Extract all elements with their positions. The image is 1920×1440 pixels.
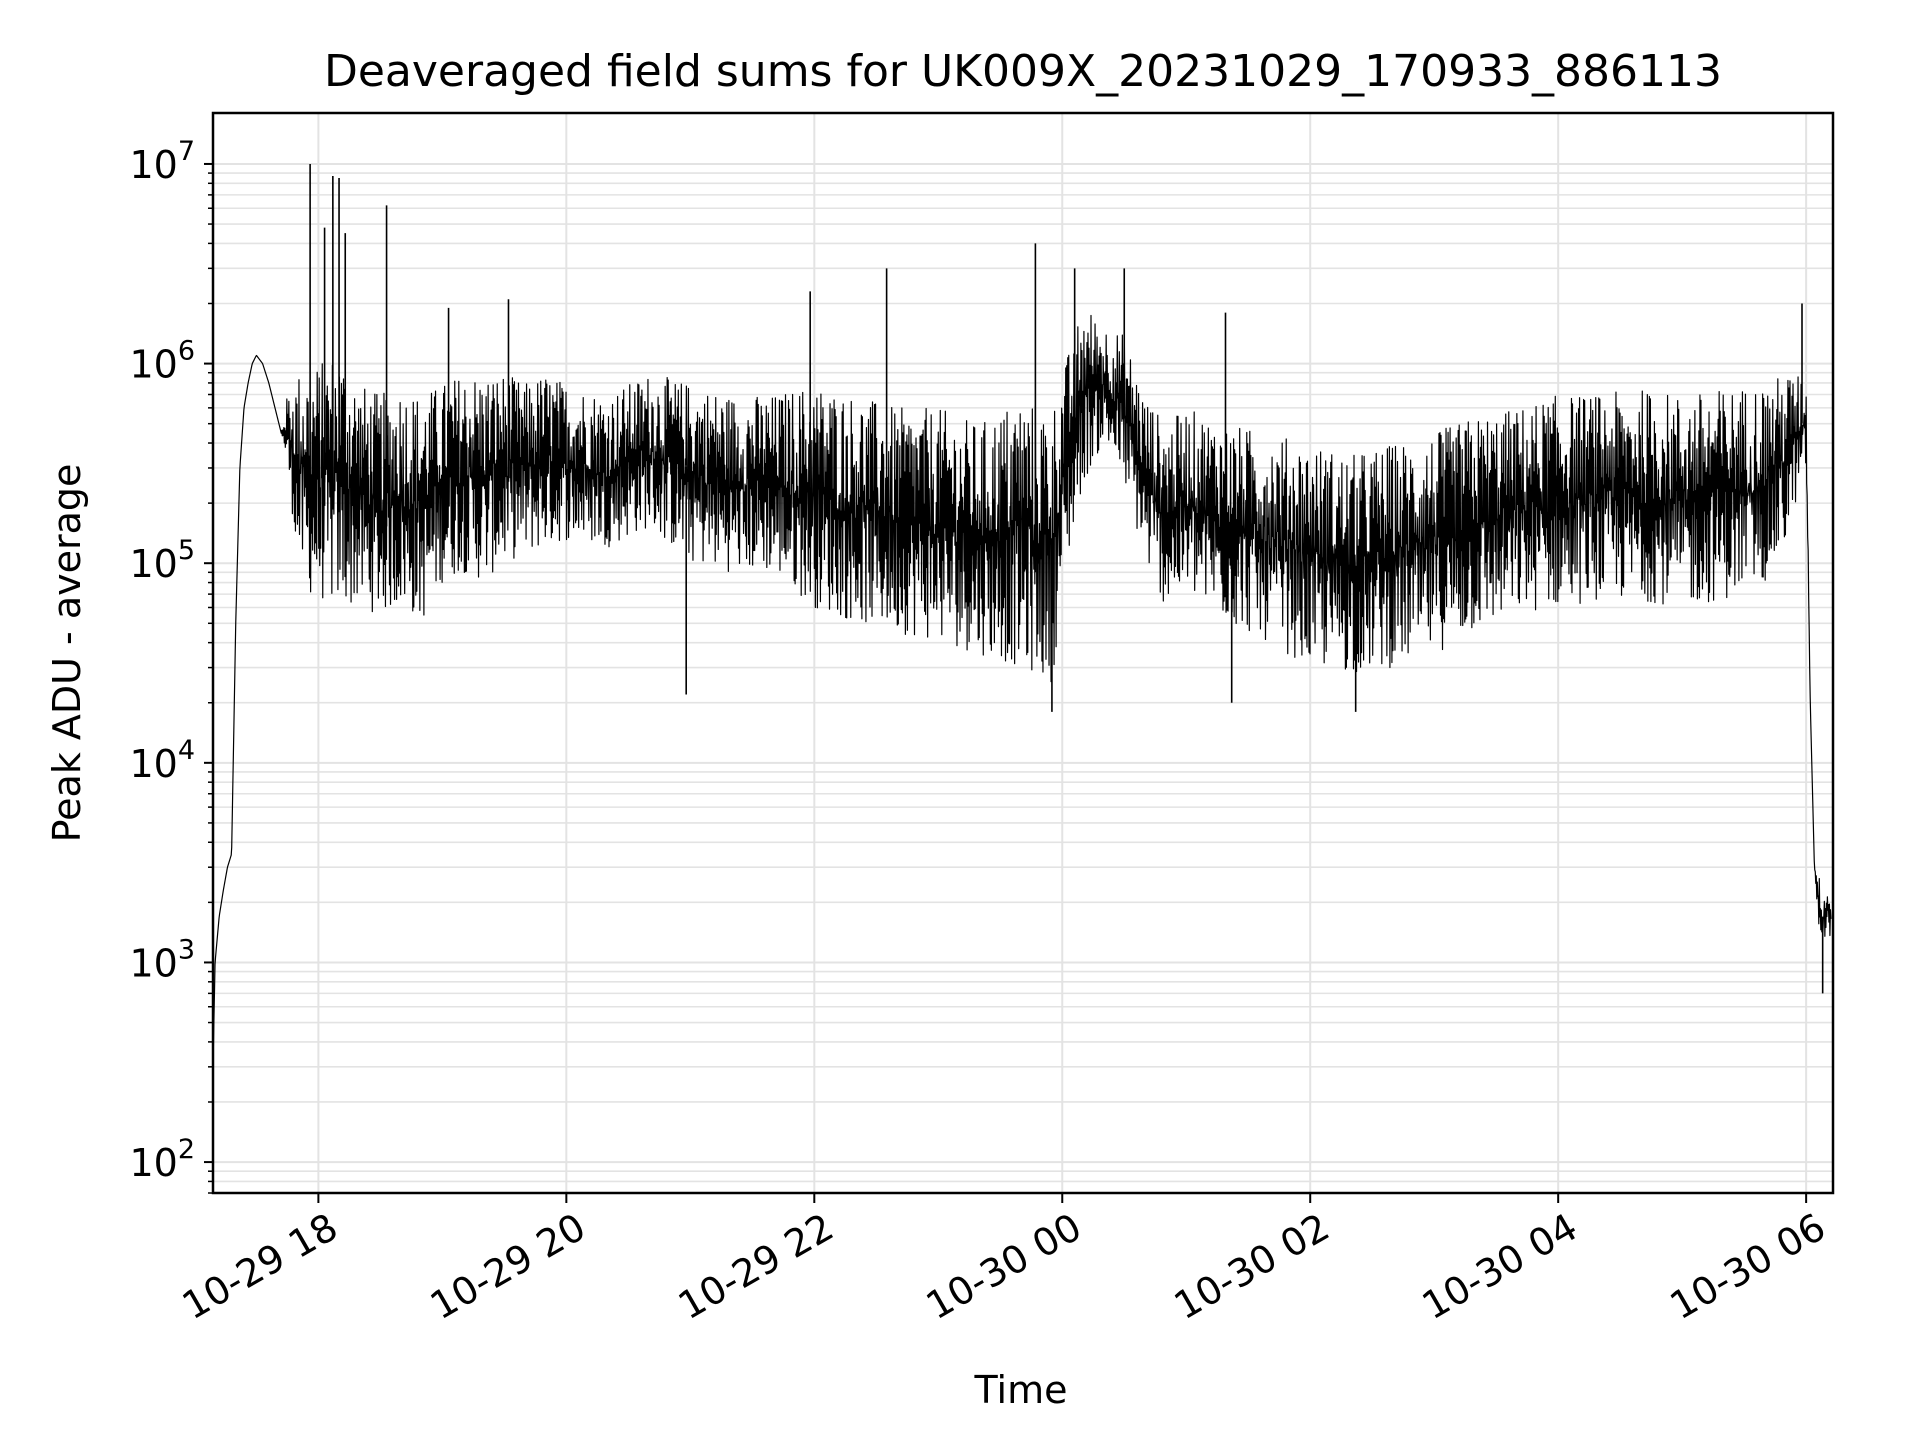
axes-frame — [211, 111, 1835, 1195]
y-tick-label: 106 — [129, 336, 195, 387]
plot-area — [212, 163, 1832, 1067]
x-axis-label: Time — [974, 1368, 1068, 1412]
y-tick-base: 10 — [129, 742, 177, 786]
y-tick-label: 104 — [129, 735, 195, 786]
y-tick-base: 10 — [129, 343, 177, 387]
y-tick-label: 103 — [129, 934, 195, 985]
y-tick-label: 107 — [129, 136, 195, 187]
y-tick-exponent: 6 — [178, 336, 195, 367]
y-axis-label: Peak ADU - average — [45, 464, 89, 843]
y-tick-exponent: 3 — [178, 934, 195, 965]
y-tick-base: 10 — [129, 143, 177, 187]
y-tick-exponent: 4 — [178, 735, 195, 766]
y-tick-base: 10 — [129, 1141, 177, 1185]
y-tick-label: 105 — [129, 535, 195, 586]
y-tick-exponent: 7 — [178, 136, 195, 167]
y-tick-base: 10 — [129, 941, 177, 985]
y-tick-base: 10 — [129, 542, 177, 586]
y-tick-label: 102 — [129, 1134, 195, 1185]
series-line — [212, 314, 1832, 1067]
y-tick-exponent: 5 — [178, 535, 195, 566]
chart-title: Deaveraged field sums for UK009X_2023102… — [324, 46, 1722, 97]
y-tick-exponent: 2 — [178, 1134, 195, 1165]
grid — [213, 113, 1833, 1194]
